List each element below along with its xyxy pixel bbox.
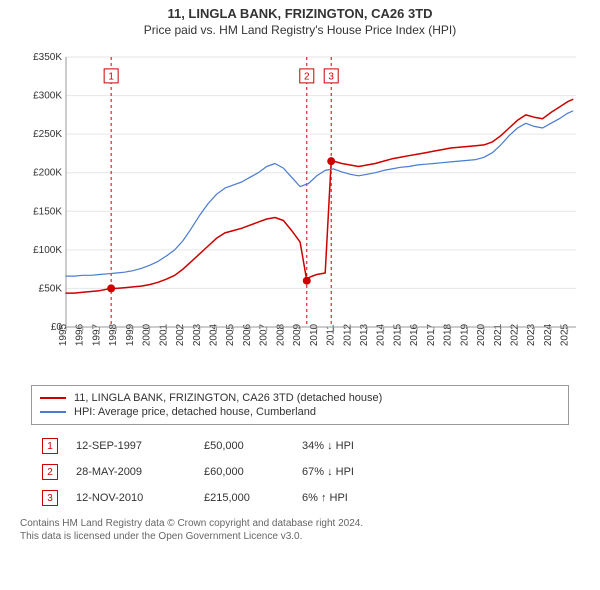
legend-swatch-1 (40, 397, 66, 399)
svg-text:1: 1 (108, 72, 114, 83)
svg-text:£250K: £250K (33, 129, 62, 140)
legend-item: HPI: Average price, detached house, Cumb… (40, 405, 560, 419)
legend-swatch-2 (40, 411, 66, 413)
footer-line2: This data is licensed under the Open Gov… (20, 530, 580, 543)
event-relative: 6% ↑ HPI (302, 492, 558, 504)
event-date: 12-NOV-2010 (76, 492, 186, 504)
svg-text:2: 2 (304, 72, 310, 83)
event-marker-box: 1 (42, 438, 58, 454)
event-date: 28-MAY-2009 (76, 466, 186, 478)
event-price: £60,000 (204, 466, 284, 478)
svg-text:£150K: £150K (33, 206, 62, 217)
event-price: £215,000 (204, 492, 284, 504)
legend-label: 11, LINGLA BANK, FRIZINGTON, CA26 3TD (d… (74, 392, 382, 404)
chart-title-line1: 11, LINGLA BANK, FRIZINGTON, CA26 3TD (0, 6, 600, 21)
event-marker-box: 3 (42, 490, 58, 506)
event-price: £50,000 (204, 440, 284, 452)
svg-text:3: 3 (328, 72, 334, 83)
event-row: 3 12-NOV-2010 £215,000 6% ↑ HPI (40, 485, 560, 511)
svg-text:£300K: £300K (33, 91, 62, 102)
event-row: 1 12-SEP-1997 £50,000 34% ↓ HPI (40, 433, 560, 459)
svg-text:£100K: £100K (33, 245, 62, 256)
event-relative: 34% ↓ HPI (302, 440, 558, 452)
svg-text:£350K: £350K (33, 52, 62, 63)
event-date: 12-SEP-1997 (76, 440, 186, 452)
legend-item: 11, LINGLA BANK, FRIZINGTON, CA26 3TD (d… (40, 391, 560, 405)
event-row: 2 28-MAY-2009 £60,000 67% ↓ HPI (40, 459, 560, 485)
footer-line1: Contains HM Land Registry data © Crown c… (20, 517, 580, 530)
legend-label: HPI: Average price, detached house, Cumb… (74, 406, 316, 418)
svg-text:£200K: £200K (33, 168, 62, 179)
svg-text:£50K: £50K (39, 283, 63, 294)
event-relative: 67% ↓ HPI (302, 466, 558, 478)
event-marker-box: 2 (42, 464, 58, 480)
chart-area: £0£50K£100K£150K£200K£250K£300K£350K1995… (20, 47, 580, 377)
line-chart-svg: £0£50K£100K£150K£200K£250K£300K£350K1995… (20, 47, 580, 377)
chart-title-line2: Price paid vs. HM Land Registry's House … (0, 23, 600, 37)
events-table: 1 12-SEP-1997 £50,000 34% ↓ HPI 2 28-MAY… (40, 433, 560, 511)
legend-box: 11, LINGLA BANK, FRIZINGTON, CA26 3TD (d… (31, 385, 569, 425)
footer-attribution: Contains HM Land Registry data © Crown c… (20, 517, 580, 543)
